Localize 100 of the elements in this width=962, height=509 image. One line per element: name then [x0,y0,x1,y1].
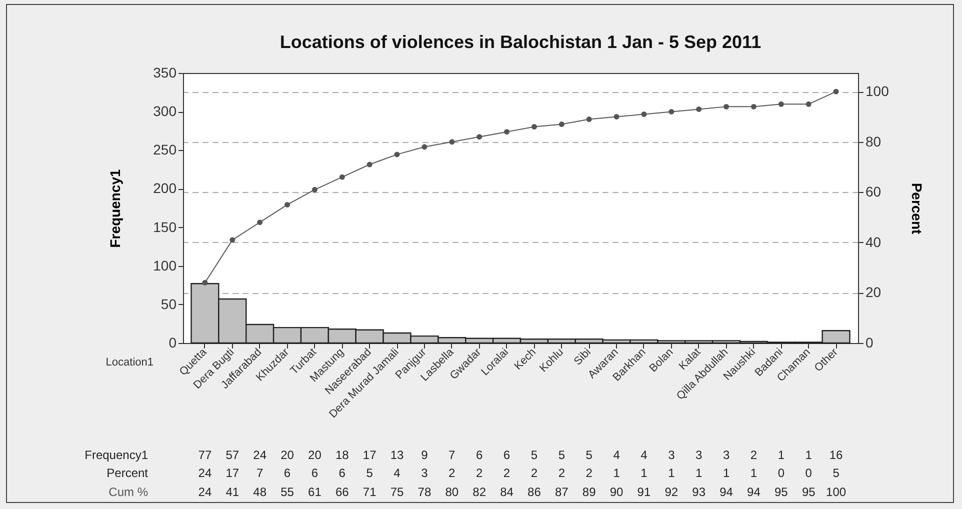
data-label: 24 [253,448,267,462]
data-label: 7 [448,448,456,462]
y2-tick-label: 0 [866,334,874,350]
data-label: 93 [692,485,706,499]
data-label: 86 [528,485,542,499]
data-label: 92 [664,485,678,499]
text: 1 [640,466,648,480]
point [284,202,290,208]
y-tick-label: 0 [168,334,177,350]
point [586,116,592,122]
data-label: 80 [445,485,459,499]
data-label: 71 [362,485,377,499]
x-tick-label: Sibi [572,346,594,368]
y-tick-label: 200 [153,180,177,196]
data-label: 1 [778,448,785,462]
point [668,108,674,114]
data-label: 61 [308,485,322,499]
point [696,106,702,112]
data-label: 82 [472,485,486,499]
data-label: 48 [253,485,267,499]
data-label: 18 [335,448,350,462]
data-label: 89 [582,485,596,499]
point [476,134,482,140]
text: 0 [778,466,785,480]
text: 5 [832,466,840,480]
data-label: 57 [226,448,240,462]
data-label: 6 [476,448,483,462]
point [449,139,455,145]
point [202,280,208,286]
data-label: 24 [198,485,212,499]
text: 6 [338,466,346,480]
y-tick-label: 150 [153,218,177,235]
data-label: 78 [418,485,432,499]
y-tick-label: 250 [153,142,177,158]
data-label: 77 [198,448,212,462]
y-tick-label: 50 [160,296,177,312]
data-label: 3 [696,448,703,462]
text: 1 [613,466,620,480]
data-label: 1 [805,448,812,462]
point [778,101,784,107]
point [504,129,510,135]
point [312,186,318,192]
text: Cum % [108,485,148,499]
data-label: 17 [362,448,377,462]
point [833,88,839,94]
y2-axis-title: Percent [908,182,925,235]
text: 1 [750,466,758,480]
point [531,124,537,130]
point [724,104,730,110]
text: 5 [366,466,374,480]
point [257,220,263,226]
data-label: 20 [280,448,294,462]
data-label: 6 [503,448,510,462]
data-label: 55 [280,485,294,499]
data-label: 84 [500,485,514,499]
text: 24 [198,466,212,480]
y-tick-label: 300 [153,103,177,120]
text: Percent [106,466,149,480]
y2-tick-label: 100 [866,83,890,100]
text: 17 [226,466,240,480]
data-label: 91 [637,485,651,499]
text: 6 [284,466,291,480]
data-label: 95 [802,485,816,499]
point [422,144,428,150]
data-label: 20 [308,448,322,462]
data-label: 16 [829,448,844,462]
point [230,237,236,243]
chart-title: Locations of violences in Balochistan 1 Jan - 5 Sep 2011 [280,32,762,52]
text: 2 [586,466,593,480]
data-label: 4 [613,448,620,462]
y2-tick-label: 80 [866,133,882,150]
data-label: 9 [421,448,428,462]
point [366,162,372,168]
x-axis-title: Location1 [106,356,154,368]
data-label: 100 [826,485,846,499]
data-label: 41 [226,485,240,499]
data-label: 13 [390,448,404,462]
data-label: 5 [586,448,593,462]
data-label: 3 [668,448,676,462]
point [641,111,647,117]
data-label: 2 [750,448,758,462]
text: 2 [448,466,456,480]
point [750,104,756,110]
data-label: 5 [558,448,566,462]
text: 6 [311,466,318,480]
text: 1 [722,466,730,480]
data-label: 94 [747,485,761,499]
data-label: 5 [530,448,538,462]
y-axis-title: Frequency1 [107,168,124,248]
text: 0 [805,466,812,480]
text: 4 [394,466,401,480]
text: 2 [503,466,510,480]
y-tick-label: 100 [153,257,177,274]
text: 2 [476,466,483,480]
text: 2 [558,466,566,480]
y2-tick-label: 60 [866,184,882,200]
text: Frequency1 [84,448,148,462]
data-label: 3 [722,448,730,462]
point [806,101,812,107]
point [339,174,345,180]
